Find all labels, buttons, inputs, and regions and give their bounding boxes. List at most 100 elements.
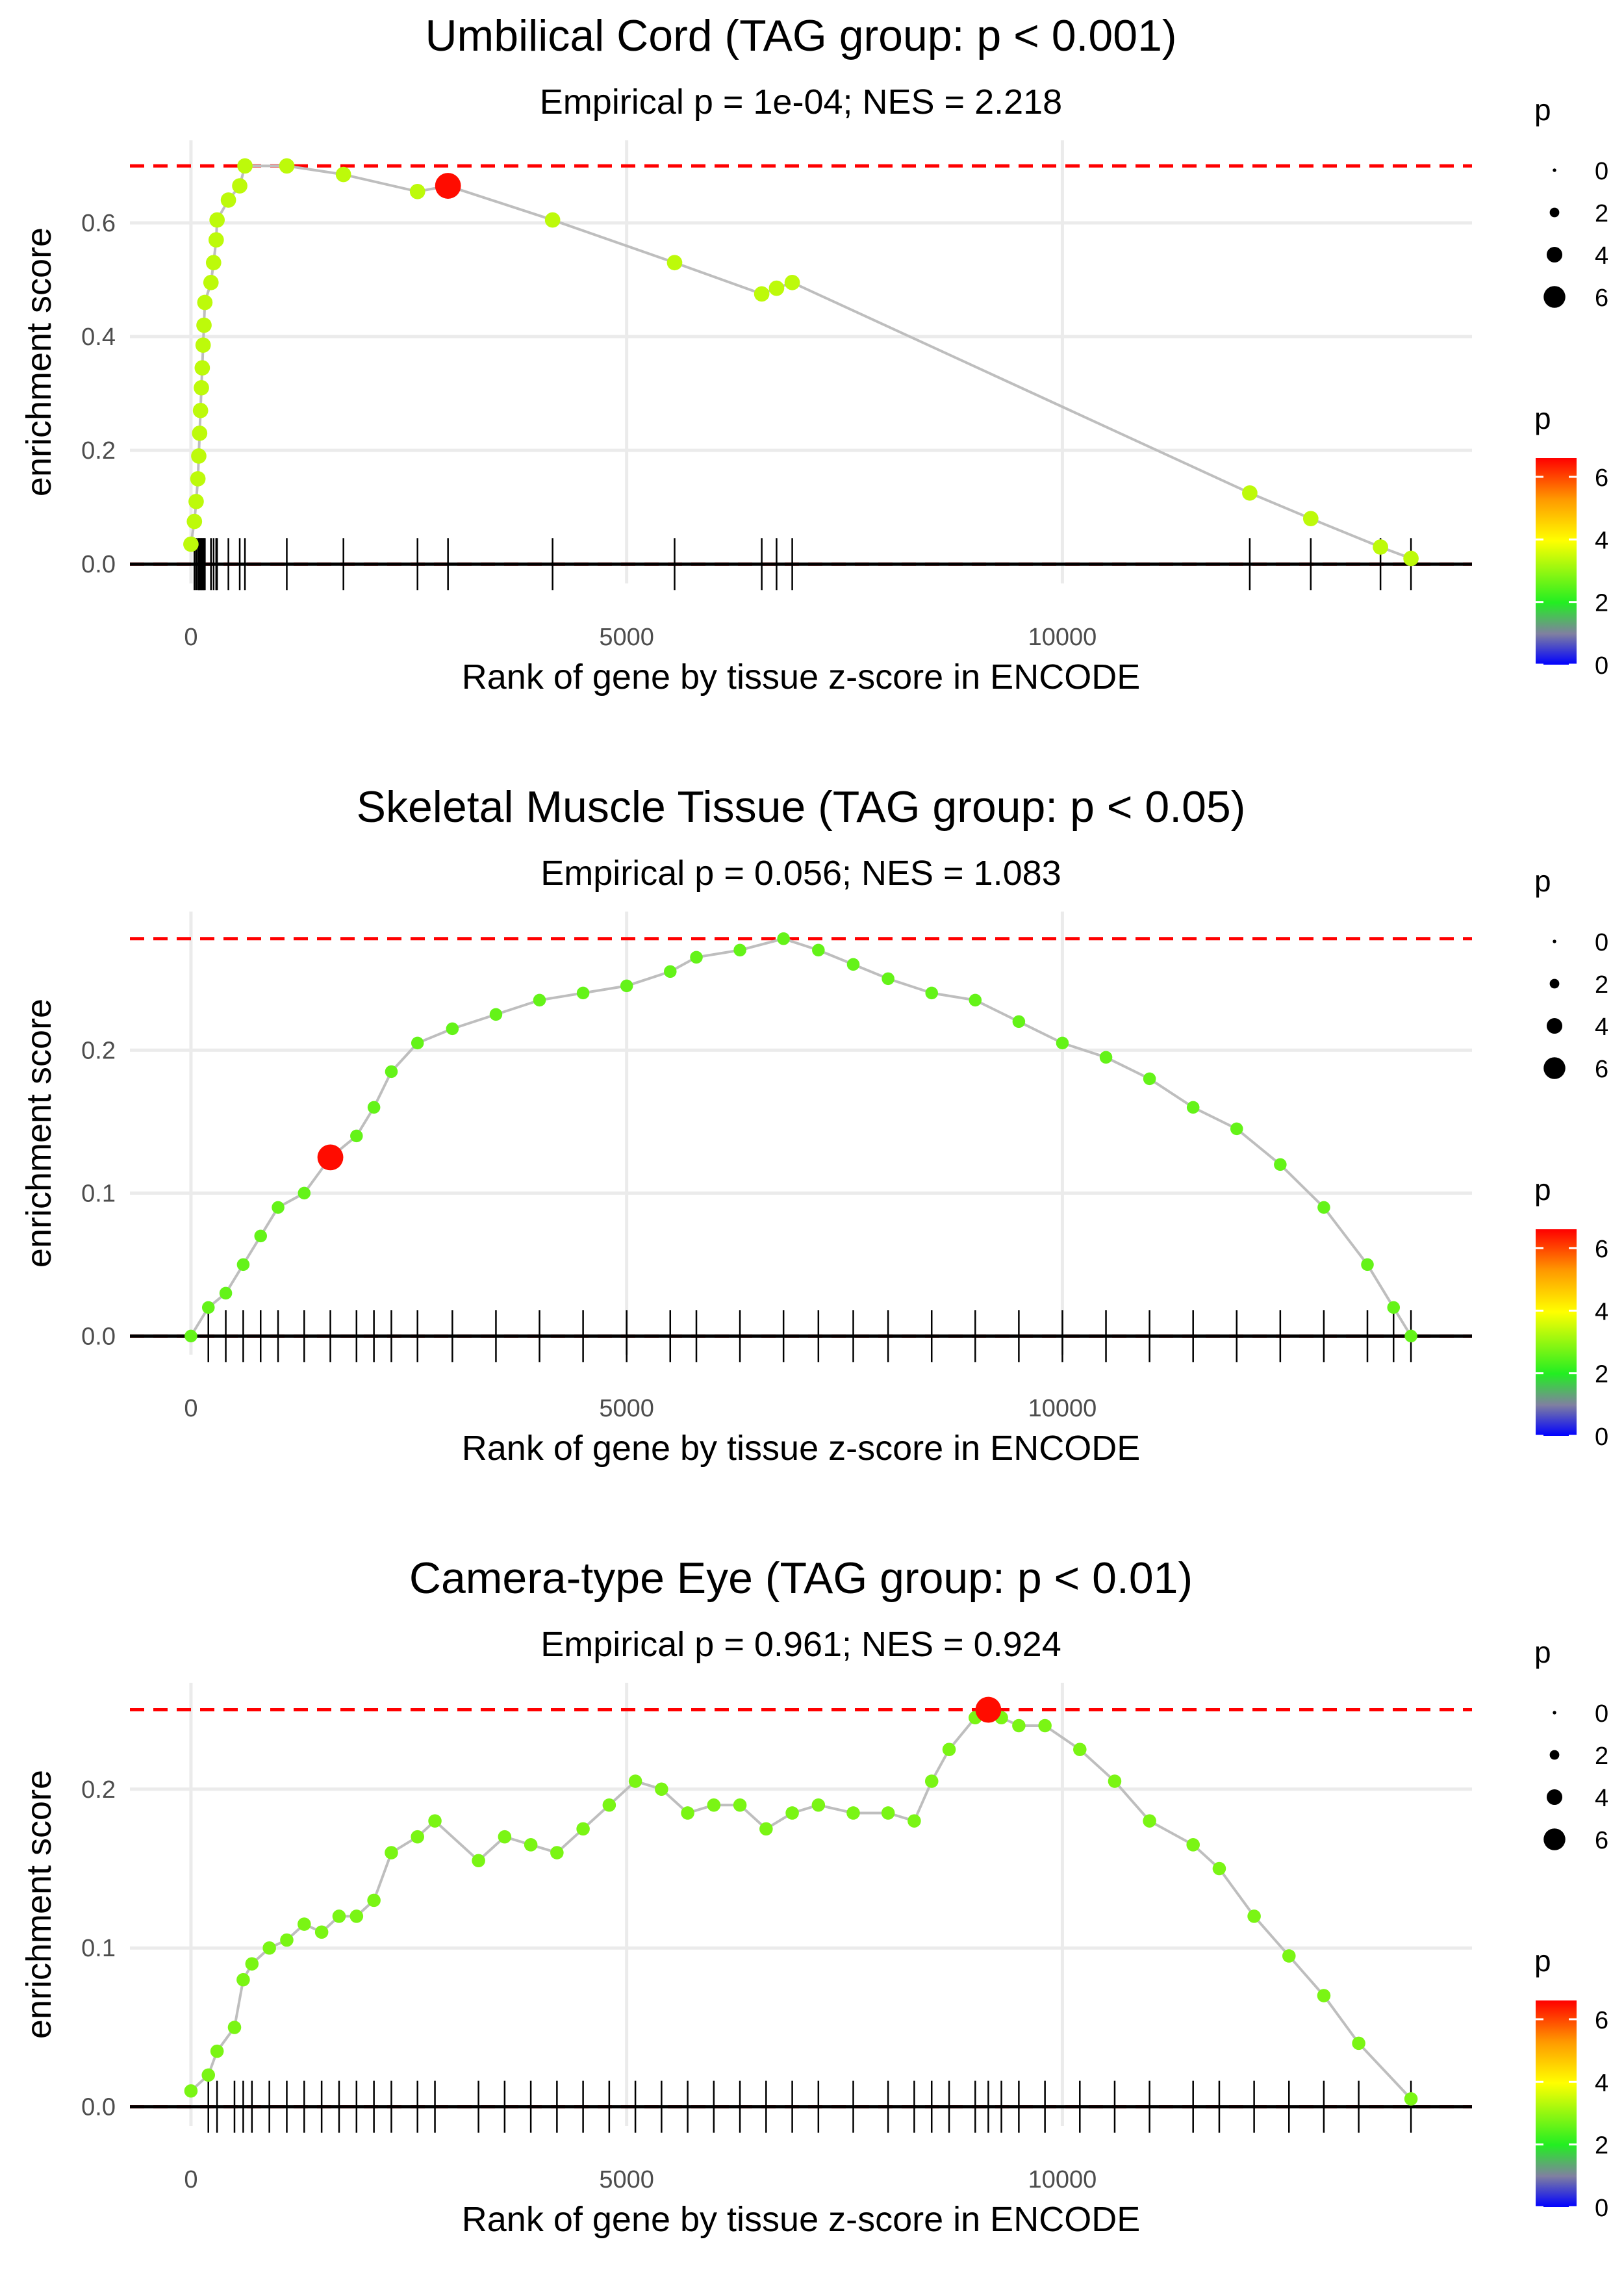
- size-legend-label: 4: [1595, 1785, 1608, 1812]
- es-point: [201, 2068, 216, 2082]
- es-point: [969, 993, 982, 1007]
- es-point: [1073, 1743, 1087, 1756]
- es-point: [280, 1933, 294, 1947]
- size-legend-dot: [1546, 1789, 1563, 1806]
- es-point: [576, 1822, 590, 1836]
- es-point: [812, 943, 825, 957]
- es-point: [576, 986, 590, 1000]
- es-point: [298, 1917, 311, 1931]
- chart-title: Umbilical Cord (TAG group: p < 0.001): [425, 11, 1176, 60]
- es-point: [1274, 1158, 1287, 1171]
- size-legend-dot: [1543, 1057, 1566, 1079]
- es-point: [205, 255, 222, 271]
- es-point: [203, 275, 219, 290]
- es-point: [777, 932, 790, 945]
- es-point: [219, 1286, 233, 1300]
- es-point: [236, 1973, 250, 1987]
- y-tick-label: 0.6: [81, 210, 116, 237]
- chart-subtitle: Empirical p = 1e-04; NES = 2.218: [540, 83, 1062, 121]
- es-point: [227, 2021, 242, 2034]
- size-legend-label: 2: [1595, 971, 1608, 999]
- es-point: [183, 536, 199, 552]
- y-tick-label: 0.1: [81, 1180, 116, 1207]
- es-point: [298, 1186, 311, 1200]
- es-point: [236, 1258, 250, 1271]
- es-point: [942, 1743, 956, 1756]
- es-point: [191, 448, 207, 464]
- size-legend-title: p: [1534, 93, 1551, 127]
- colorbar-label: 6: [1595, 2007, 1608, 2034]
- es-point: [924, 1774, 939, 1788]
- es-point: [446, 1022, 459, 1036]
- es-point: [1012, 1015, 1026, 1028]
- es-point: [1038, 1718, 1052, 1733]
- es-point: [498, 1830, 512, 1844]
- es-point: [184, 2084, 198, 2098]
- x-tick-label: 0: [184, 2166, 197, 2193]
- es-point: [208, 232, 224, 248]
- es-point: [190, 471, 206, 487]
- es-point: [1282, 1949, 1296, 1963]
- size-legend-dot: [1543, 286, 1566, 308]
- es-point: [681, 1806, 694, 1820]
- es-point: [1302, 511, 1319, 527]
- es-point: [1143, 1814, 1156, 1828]
- es-point: [1373, 539, 1388, 555]
- es-point: [666, 255, 683, 271]
- es-point: [272, 1201, 285, 1214]
- es-point: [1361, 1258, 1374, 1271]
- es-point: [1404, 2092, 1418, 2106]
- es-point: [332, 1910, 346, 1923]
- es-point: [1056, 1036, 1069, 1050]
- highlight-point: [317, 1144, 344, 1171]
- es-point: [524, 1838, 538, 1852]
- es-point: [754, 286, 770, 302]
- es-point: [1186, 1101, 1200, 1114]
- es-point: [1186, 1838, 1200, 1852]
- colorbar: [1536, 1229, 1577, 1436]
- size-legend-dot: [1553, 939, 1556, 943]
- chart-subtitle: Empirical p = 0.961; NES = 0.924: [540, 1625, 1061, 1664]
- es-point: [232, 178, 247, 194]
- es-point: [1230, 1122, 1243, 1136]
- es-point: [196, 317, 212, 333]
- es-point: [1387, 1301, 1401, 1314]
- es-point: [197, 294, 213, 311]
- x-tick-label: 10000: [1028, 2166, 1097, 2193]
- x-axis-label: Rank of gene by tissue z-score in ENCODE: [462, 658, 1140, 696]
- y-tick-label: 0.2: [81, 1776, 116, 1804]
- y-tick-label: 0.0: [81, 551, 116, 578]
- size-legend-dot: [1553, 1711, 1556, 1715]
- colorbar-label: 2: [1595, 1361, 1608, 1388]
- size-legend-dot: [1549, 207, 1560, 218]
- es-point: [245, 1957, 259, 1971]
- y-tick-label: 0.2: [81, 1037, 116, 1064]
- es-point: [1403, 550, 1419, 567]
- y-tick-label: 0.4: [81, 324, 116, 351]
- es-point: [409, 183, 425, 199]
- size-legend-label: 6: [1595, 1827, 1608, 1854]
- es-point: [194, 360, 210, 376]
- es-point: [220, 192, 236, 208]
- y-axis-label: enrichment score: [19, 999, 58, 1268]
- x-axis-label: Rank of gene by tissue z-score in ENCODE: [462, 1429, 1140, 1468]
- es-point: [882, 972, 894, 986]
- color-legend-title: p: [1534, 402, 1551, 435]
- es-point: [385, 1846, 398, 1859]
- es-point: [349, 1910, 364, 1923]
- x-tick-label: 5000: [599, 1395, 654, 1422]
- es-point: [279, 158, 295, 174]
- es-point: [188, 494, 204, 509]
- size-legend-label: 0: [1595, 1700, 1608, 1728]
- es-point: [367, 1893, 381, 1908]
- size-legend-label: 0: [1595, 929, 1608, 956]
- es-point: [707, 1798, 721, 1812]
- es-point: [664, 965, 677, 978]
- x-axis-label: Rank of gene by tissue z-score in ENCODE: [462, 2200, 1140, 2239]
- y-tick-label: 0.0: [81, 1323, 116, 1350]
- es-point: [907, 1814, 921, 1828]
- es-point: [209, 212, 225, 228]
- es-point: [411, 1036, 424, 1050]
- es-point: [210, 2044, 224, 2058]
- chart-panel: Camera-type Eye (TAG group: p < 0.01) Emp…: [19, 1553, 1608, 2239]
